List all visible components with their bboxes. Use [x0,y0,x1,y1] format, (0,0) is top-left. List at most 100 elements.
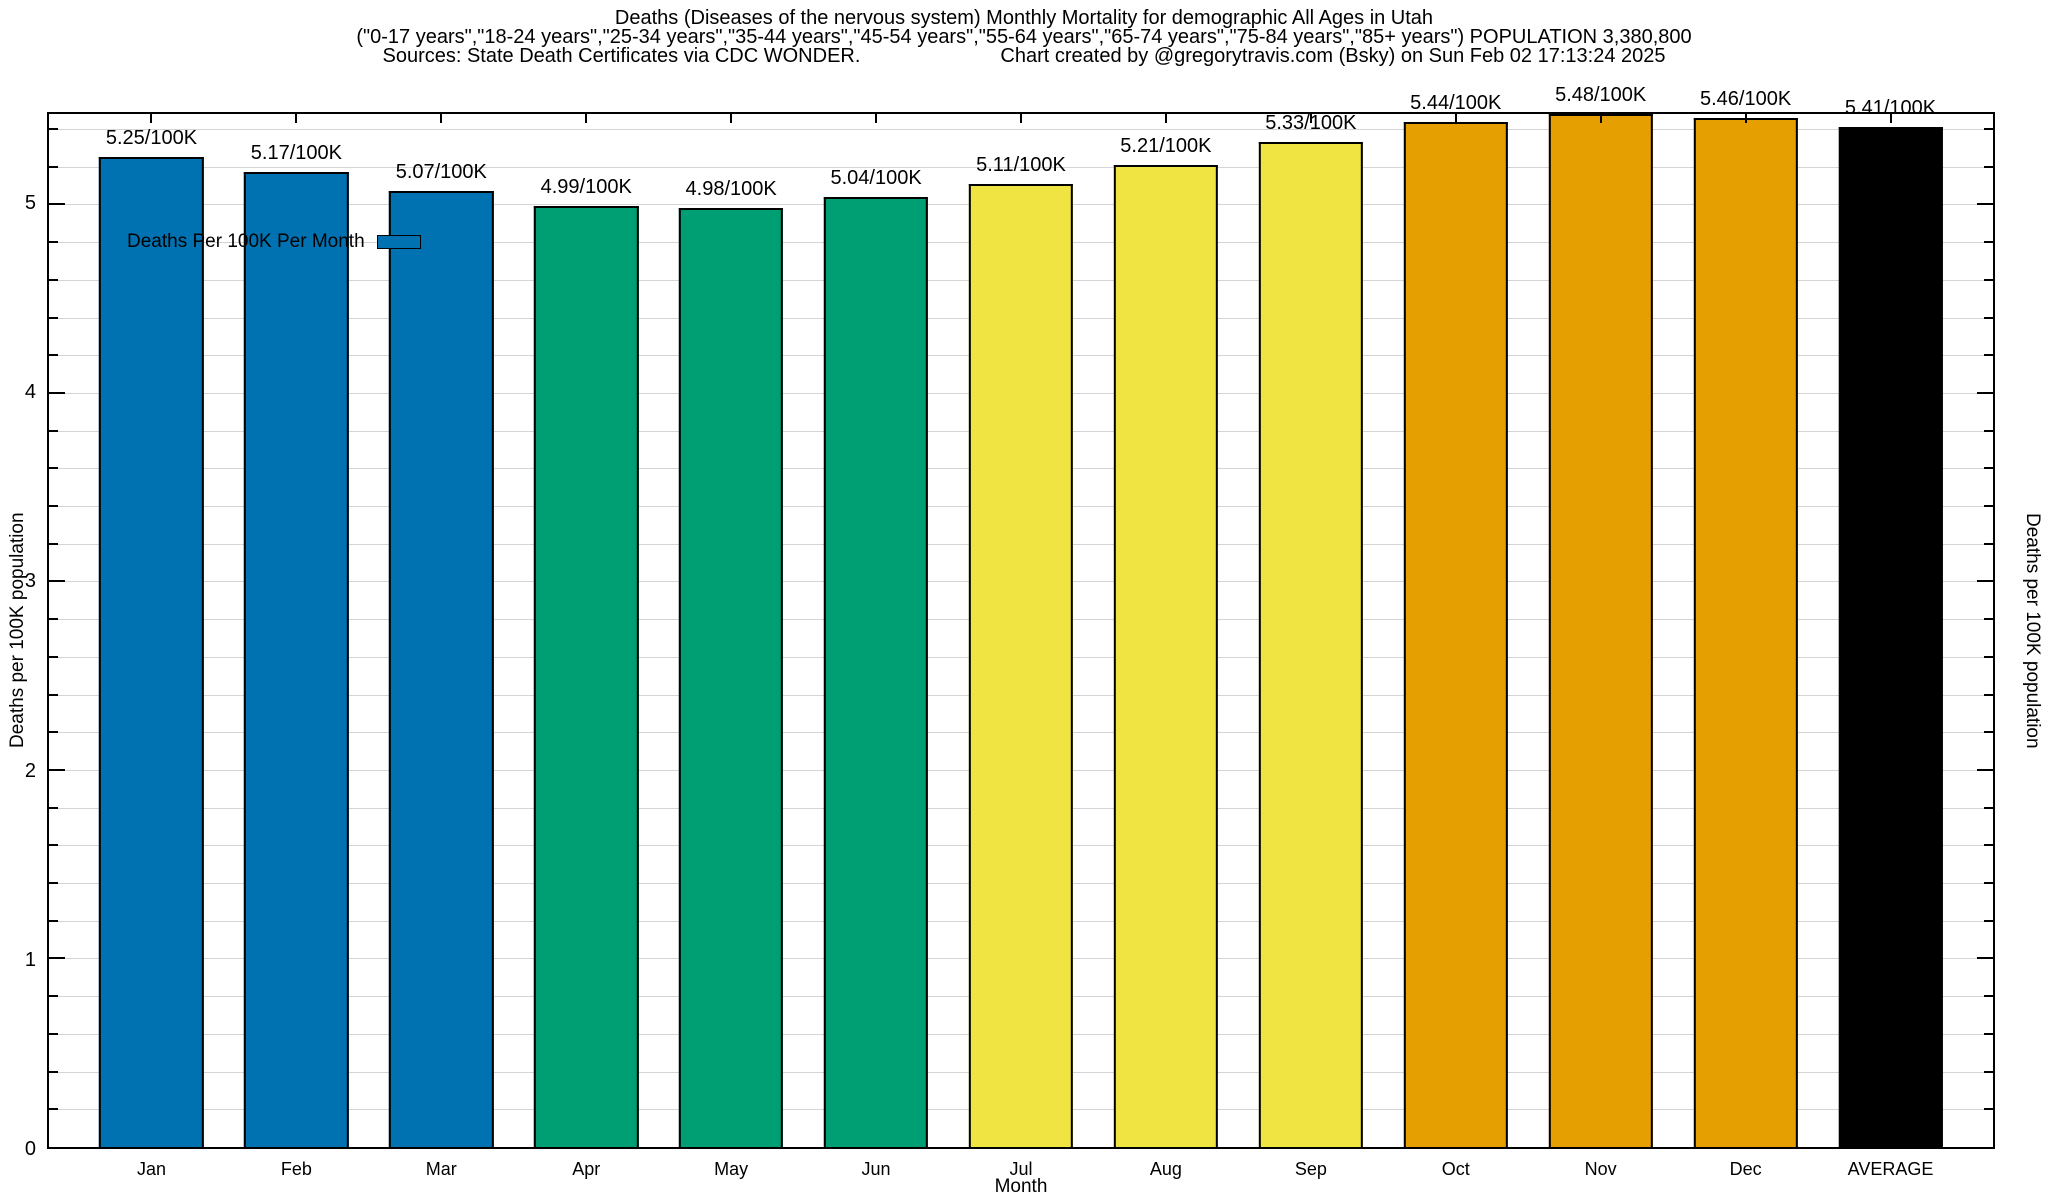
minor-tick-left [49,165,58,168]
bar-jan [99,157,204,1147]
bars: 5.25/100K Jan 5.17/100K Feb 5.07/100K Mar 4.99… [49,84,1993,1179]
minor-tick-right [1984,919,1993,922]
minor-tick-left [49,1070,58,1073]
x-axis-label: Month [994,1176,1048,1197]
credit-note: Chart created by @gregorytravis.com (Bsk… [1000,45,1666,67]
y-tick-label-0: 0 [24,1138,36,1160]
minor-tick-left [49,354,58,357]
bar-value-label-aug: 5.21/100K [1120,134,1212,157]
x-tick-label-mar: Mar [425,1159,457,1179]
minor-tick-right [1984,316,1993,319]
major-tick-right [1977,580,1993,583]
top-tick-jan [150,114,153,123]
top-tick-oct [1454,114,1457,123]
bar-nov [1548,114,1653,1147]
chart-title: Deaths (Diseases of the nervous system) … [614,7,1434,29]
y-tick-label-3: 3 [24,570,36,593]
x-tick-label-nov: Nov [1584,1159,1617,1179]
minor-tick-right [1984,1032,1993,1035]
top-tick-average [1889,114,1892,123]
x-tick-label-average: AVERAGE [1847,1159,1934,1179]
bar-may [678,208,784,1147]
minor-tick-right [1984,429,1993,432]
minor-tick-left [49,995,58,998]
minor-tick-right [1984,882,1993,885]
top-tick-jul [1019,114,1022,123]
bar-value-label-jul: 5.11/100K [976,153,1066,176]
minor-tick-left [49,278,58,281]
minor-tick-right [1984,655,1993,658]
bar-slot-feb: 5.17/100K Feb [224,114,369,1179]
bar-value-label-jun: 5.04/100K [830,166,922,189]
minor-tick-left [49,467,58,470]
gridline [49,129,1993,131]
top-tick-aug [1164,114,1167,123]
bar-value-label-average: 5.41/100K [1844,97,1937,120]
x-tick-label-oct: Oct [1441,1159,1470,1179]
x-tick-label-aug: Aug [1149,1159,1182,1179]
major-tick-left [49,768,65,771]
major-tick-left [49,203,65,206]
y-axis-label-right: Deaths per 100K population [2022,512,2043,749]
bar-value-label-dec: 5.46/100K [1699,87,1792,110]
bar-value-label-may: 4.98/100K [685,178,777,201]
minor-tick-right [1984,165,1993,168]
top-tick-sep [1309,114,1312,123]
bar-feb [244,172,349,1147]
bar-jul [968,183,1074,1147]
bar-average [1838,127,1943,1147]
major-tick-right [1977,203,1993,206]
top-tick-jun [875,114,878,123]
legend-swatch [376,235,421,249]
minor-tick-left [49,731,58,734]
minor-tick-right [1984,241,1993,244]
x-tick-label-dec: Dec [1729,1159,1762,1179]
bar-slot-mar: 5.07/100K Mar [369,114,514,1179]
chart-titles: Deaths (Diseases of the nervous system) … [0,7,2048,67]
minor-tick-right [1984,844,1993,847]
top-tick-feb [295,114,298,123]
bar-value-label-feb: 5.17/100K [250,142,342,165]
major-tick-right [1977,957,1993,960]
bar-slot-aug: 5.21/100K Aug [1093,114,1238,1179]
bar-value-label-apr: 4.99/100K [540,176,632,199]
bar-dec [1693,117,1798,1147]
major-tick-left [49,580,65,583]
minor-tick-right [1984,731,1993,734]
bar-slot-sep: 5.33/100K Sep [1238,112,1383,1179]
top-tick-may [730,114,733,123]
minor-tick-left [49,128,58,131]
top-tick-nov [1599,114,1602,123]
bar-value-label-oct: 5.44/100K [1410,91,1502,114]
bar-slot-jun: 5.04/100K Jun [804,114,949,1179]
minor-tick-right [1984,505,1993,508]
minor-tick-right [1984,995,1993,998]
bar-slot-nov: 5.48/100K Nov [1528,84,1673,1179]
minor-tick-right [1984,806,1993,809]
gridline [49,166,1993,168]
major-tick-right [1977,768,1993,771]
bar-slot-jan: 5.25/100K Jan [79,114,224,1179]
x-tick-label-jul: Jul [1009,1159,1033,1179]
minor-tick-left [49,429,58,432]
bar-slot-jul: 5.11/100K Jul [949,114,1094,1179]
y-tick-label-2: 2 [24,759,36,782]
legend: Deaths Per 100K Per Month [127,231,421,253]
minor-tick-right [1984,467,1993,470]
minor-tick-left [49,1032,58,1035]
chart-subtitle: ("0-17 years","18-24 years","25-34 years… [356,26,1692,48]
bar-jun [823,196,929,1147]
minor-tick-left [49,844,58,847]
source-note: Sources: State Death Certificates via CD… [382,45,861,67]
bar-value-label-mar: 5.07/100K [395,161,487,184]
minor-tick-left [49,1108,58,1111]
x-tick-label-jan: Jan [136,1159,166,1179]
x-tick-label-apr: Apr [572,1159,601,1179]
major-tick-left [49,391,65,394]
bar-slot-apr: 4.99/100K Apr [514,114,659,1179]
bar-value-label-nov: 5.48/100K [1555,84,1647,106]
legend-label: Deaths Per 100K Per Month [127,231,365,252]
bar-apr [534,206,639,1147]
axis-ticks [49,114,1993,1147]
